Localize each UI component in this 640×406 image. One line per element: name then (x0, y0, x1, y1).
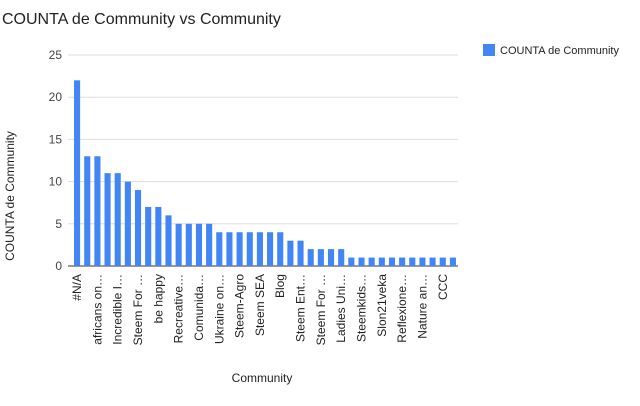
x-tick-label: Slon21veka (375, 274, 389, 337)
bar[interactable] (388, 257, 396, 266)
bar[interactable] (338, 249, 345, 266)
bar[interactable] (134, 190, 142, 266)
bar[interactable] (358, 257, 365, 266)
bar[interactable] (175, 223, 182, 266)
y-tick-label: 20 (49, 90, 63, 104)
x-tick-label: Steem For … (314, 274, 328, 345)
bar[interactable] (104, 173, 111, 266)
bar[interactable] (327, 249, 335, 266)
bar[interactable] (246, 232, 253, 266)
chart-title: COUNTA de Community vs Community (2, 11, 281, 28)
bar[interactable] (236, 232, 243, 266)
x-tick-label: Steem Ent… (294, 274, 308, 342)
y-tick-label: 15 (49, 132, 63, 146)
bar[interactable] (348, 257, 355, 266)
x-tick-label: #N/A (70, 274, 84, 301)
x-tick-label: Comunida… (192, 274, 206, 341)
bar[interactable] (94, 156, 101, 266)
bar[interactable] (145, 206, 152, 266)
y-tick-label: 10 (49, 175, 63, 189)
bar[interactable] (378, 257, 385, 266)
bar[interactable] (114, 173, 121, 266)
bar[interactable] (277, 232, 284, 266)
bar[interactable] (399, 257, 406, 266)
x-tick-label: Recreative… (172, 274, 186, 343)
bar[interactable] (84, 156, 91, 266)
x-tick-label: Reflexione… (395, 274, 409, 343)
x-axis-label: Community (232, 371, 293, 385)
x-tick-label: Steemkids… (355, 274, 369, 342)
bar[interactable] (409, 257, 416, 266)
bar[interactable] (165, 215, 172, 266)
bar[interactable] (206, 223, 213, 266)
x-tick-label: Steem SEA (253, 274, 267, 336)
bar[interactable] (185, 223, 192, 266)
x-tick-label: be happy (151, 274, 165, 323)
bar[interactable] (155, 206, 162, 266)
y-tick-label: 5 (55, 217, 62, 231)
bar[interactable] (267, 232, 274, 266)
y-tick-label: 25 (49, 48, 63, 62)
bar[interactable] (195, 223, 203, 266)
bar[interactable] (124, 181, 131, 266)
bar[interactable] (287, 240, 294, 266)
y-axis-label: COUNTA de Community (3, 131, 17, 261)
bar[interactable] (297, 240, 304, 266)
y-tick-label: 0 (55, 259, 62, 273)
bar[interactable] (74, 80, 81, 266)
bar[interactable] (429, 257, 436, 266)
legend-swatch (483, 44, 495, 56)
bar[interactable] (439, 257, 446, 266)
x-tick-label: Incredible I… (111, 274, 125, 345)
bar[interactable] (216, 232, 223, 266)
x-tick-label: Steem For … (131, 274, 145, 345)
x-tick-label: africans on… (90, 274, 104, 345)
x-tick-label: Nature an… (415, 274, 429, 339)
bar[interactable] (256, 232, 263, 266)
x-tick-label: Ukraine on… (212, 274, 226, 344)
bar[interactable] (307, 249, 314, 266)
bar[interactable] (317, 249, 324, 266)
bar[interactable] (226, 232, 233, 266)
bar[interactable] (419, 257, 426, 266)
x-tick-label: CCC (436, 274, 450, 300)
x-tick-label: Ladies Uni… (334, 274, 348, 343)
x-tick-label: Steem-Agro (233, 274, 247, 338)
x-tick-label: Blog (273, 274, 287, 298)
legend-label[interactable]: COUNTA de Community (500, 45, 619, 57)
bar[interactable] (368, 257, 375, 266)
bar[interactable] (449, 257, 456, 266)
